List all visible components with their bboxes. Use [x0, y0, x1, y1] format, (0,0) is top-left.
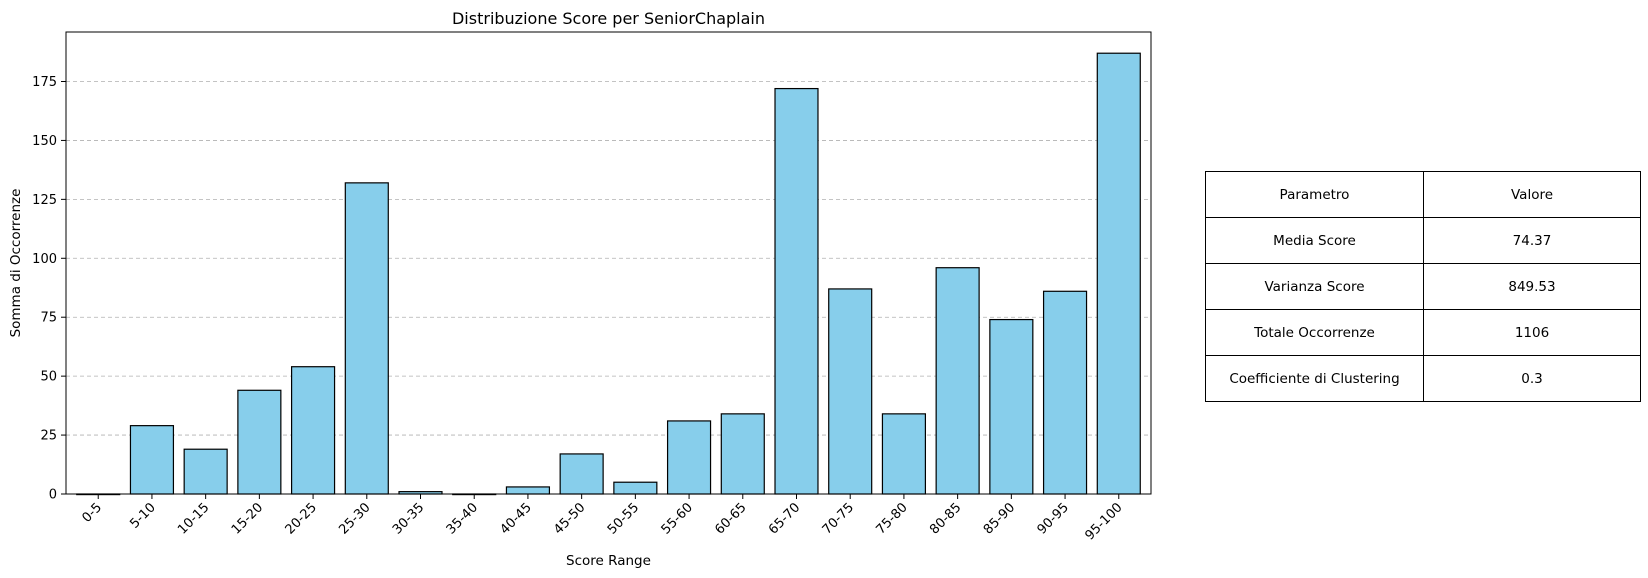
row-param: Media Score — [1205, 217, 1424, 264]
chart-title: Distribuzione Score per SeniorChaplain — [452, 9, 765, 28]
x-tick-label: 80-85 — [927, 500, 964, 537]
plot-frame — [65, 31, 1152, 495]
row-value: 74.37 — [1423, 217, 1641, 264]
bar-95-100 — [1096, 52, 1141, 495]
bars — [76, 52, 1141, 496]
x-axis-title: Score Range — [566, 553, 651, 569]
x-tick-label: 55-60 — [659, 500, 696, 537]
bar-65-70 — [774, 87, 819, 495]
y-tick-label: 50 — [40, 370, 57, 385]
bar-75-80 — [881, 413, 927, 495]
bar-40-45 — [505, 486, 551, 495]
bar-90-95 — [1042, 290, 1088, 495]
table-row: Totale Occorrenze 1106 — [1205, 309, 1641, 356]
x-tick-label: 90-95 — [1035, 500, 1072, 537]
x-tick-label: 15-20 — [229, 500, 266, 537]
bar-10-15 — [183, 448, 228, 495]
table-row: Media Score 74.37 — [1205, 217, 1641, 264]
y-tick-label: 150 — [32, 134, 57, 149]
stats-table: Parametro Valore Media Score 74.37 Varia… — [1205, 171, 1641, 402]
x-tick-label: 45-50 — [551, 500, 588, 537]
bar-25-30 — [344, 182, 389, 495]
x-tick-label: 30-35 — [390, 500, 427, 537]
header-valore: Valore — [1423, 171, 1641, 218]
x-tick-label: 95-100 — [1082, 500, 1125, 543]
bar-20-25 — [290, 366, 336, 495]
header-parametro: Parametro — [1205, 171, 1424, 218]
row-param: Totale Occorrenze — [1205, 309, 1424, 356]
x-tick-label: 50-55 — [605, 500, 642, 537]
y-tick-label: 75 — [40, 311, 57, 326]
bar-50-55 — [613, 481, 658, 495]
x-tick-label: 10-15 — [175, 500, 212, 537]
row-param: Coefficiente di Clustering — [1205, 355, 1424, 402]
y-tick-label: 25 — [40, 429, 57, 444]
row-value: 1106 — [1423, 309, 1641, 356]
x-tick-label: 70-75 — [820, 500, 857, 537]
y-tick-label: 0 — [49, 488, 57, 503]
row-value: 0.3 — [1423, 355, 1641, 402]
x-tick-label: 35-40 — [444, 500, 481, 537]
row-value: 849.53 — [1423, 263, 1641, 310]
y-tick-label: 100 — [32, 252, 57, 267]
x-tick-label: 5-10 — [127, 500, 158, 531]
row-param: Varianza Score — [1205, 263, 1424, 310]
table-header-row: Parametro Valore — [1205, 171, 1641, 218]
y-axis: 0 25 50 75 100 125 150 175 — [32, 75, 66, 503]
y-axis-title: Somma di Occorrenze — [8, 189, 24, 338]
table-row: Varianza Score 849.53 — [1205, 263, 1641, 310]
x-tick-label: 20-25 — [283, 500, 320, 537]
table-row: Coefficiente di Clustering 0.3 — [1205, 355, 1641, 402]
bar-70-75 — [828, 288, 873, 495]
x-tick-label: 65-70 — [766, 500, 803, 537]
x-tick-label: 75-80 — [873, 500, 910, 537]
bar-55-60 — [666, 420, 712, 495]
bar-5-10 — [129, 425, 175, 495]
x-tick-label: 60-65 — [712, 500, 749, 537]
bar-60-65 — [720, 413, 765, 495]
x-axis: 0-5 5-10 10-15 15-20 20-25 25-30 30-35 35-40 40-… — [79, 494, 1126, 543]
x-tick-label: 40-45 — [497, 500, 534, 537]
bar-45-50 — [559, 453, 604, 495]
x-tick-label: 85-90 — [981, 500, 1018, 537]
y-tick-label: 125 — [32, 193, 57, 208]
bar-15-20 — [237, 389, 282, 495]
x-tick-label: 0-5 — [79, 500, 105, 526]
bar-80-85 — [935, 267, 980, 495]
gridlines — [66, 81, 1151, 436]
y-tick-label: 175 — [32, 75, 57, 90]
x-tick-label: 25-30 — [336, 500, 373, 537]
bar-85-90 — [989, 318, 1034, 495]
